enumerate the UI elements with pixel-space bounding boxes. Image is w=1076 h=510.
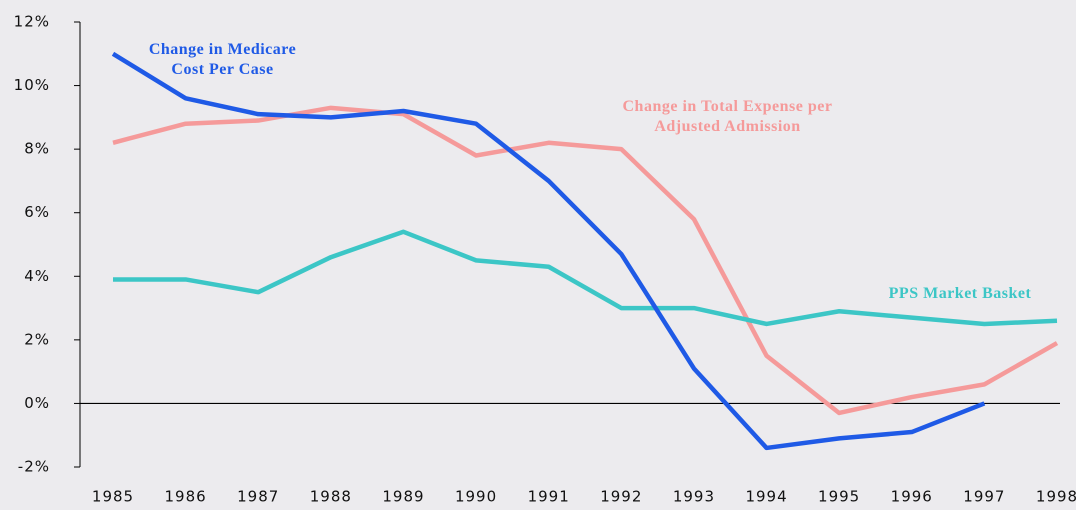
- x-tick-label: 1986: [165, 488, 207, 506]
- series-label: Change in Medicare Cost Per Case: [148, 41, 297, 78]
- y-tick-label: 12%: [14, 13, 50, 31]
- y-tick-label: 0%: [24, 394, 50, 412]
- y-tick-label: -2%: [18, 458, 50, 476]
- y-tick-label: 8%: [24, 140, 50, 158]
- x-tick-label: 1996: [891, 488, 933, 506]
- x-tick-label: 1985: [92, 488, 134, 506]
- series-line: [111, 51, 986, 451]
- x-tick-label: 1994: [745, 488, 787, 506]
- y-tick-label: 4%: [24, 267, 50, 285]
- x-tick-label: 1987: [237, 488, 279, 506]
- y-tick-label: 2%: [24, 330, 50, 348]
- x-tick-label: 1995: [818, 488, 860, 506]
- series-line: [113, 229, 1058, 327]
- series-line: [112, 105, 1059, 416]
- x-tick-label: 1997: [963, 488, 1005, 506]
- x-tick-label: 1988: [310, 488, 352, 506]
- x-tick-label: 1993: [673, 488, 715, 506]
- x-tick-label: 1989: [382, 488, 424, 506]
- series-label: PPS Market Basket: [888, 285, 1032, 302]
- series-label: Change in Total Expense per Adjusted Adm…: [622, 98, 833, 135]
- x-tick-label: 1992: [600, 488, 642, 506]
- y-tick-label: 6%: [24, 203, 50, 221]
- x-tick-label: 1991: [528, 488, 570, 506]
- y-tick-label: 10%: [14, 76, 50, 94]
- x-tick-label: 1990: [455, 488, 497, 506]
- x-tick-label: 1998: [1036, 488, 1076, 506]
